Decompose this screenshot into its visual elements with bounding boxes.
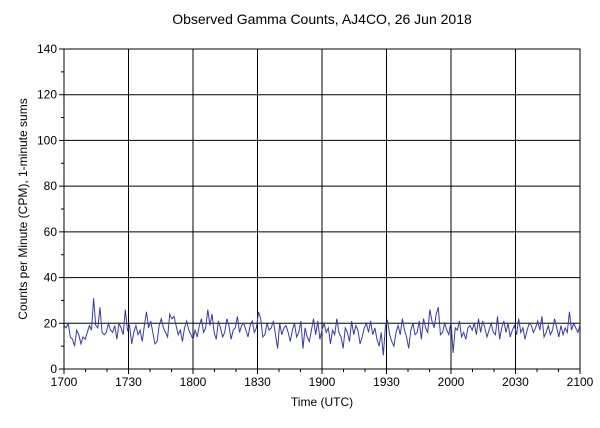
x-tick-label: 1900 bbox=[309, 375, 336, 389]
x-tick-label: 2030 bbox=[502, 375, 529, 389]
y-tick-label: 60 bbox=[44, 225, 58, 239]
x-axis: 1700 1730 1800 1830 1900 1930 2000 2030 2100 bbox=[51, 369, 594, 389]
y-tick-label: 0 bbox=[50, 362, 57, 376]
y-tick-label: 120 bbox=[37, 88, 57, 102]
series-line bbox=[63, 298, 581, 356]
chart-title: Observed Gamma Counts, AJ4CO, 26 Jun 201… bbox=[172, 11, 472, 27]
x-tick-label: 1830 bbox=[244, 375, 271, 389]
y-axis: 0 20 40 60 80 100 120 140 bbox=[37, 42, 64, 376]
y-axis-label: Counts per Minute (CPM), 1-minute sums bbox=[16, 98, 30, 319]
x-tick-label: 1730 bbox=[115, 375, 142, 389]
y-tick-label: 80 bbox=[44, 179, 58, 193]
x-tick-label: 1800 bbox=[180, 375, 207, 389]
x-tick-label: 1700 bbox=[51, 375, 78, 389]
y-tick-label: 20 bbox=[44, 316, 58, 330]
x-tick-label: 2100 bbox=[567, 375, 594, 389]
y-tick-label: 140 bbox=[37, 42, 57, 56]
y-tick-label: 40 bbox=[44, 271, 58, 285]
x-tick-label: 1930 bbox=[373, 375, 400, 389]
y-tick-label: 100 bbox=[37, 133, 57, 147]
grid bbox=[63, 48, 581, 370]
x-tick-label: 2000 bbox=[438, 375, 465, 389]
x-axis-label: Time (UTC) bbox=[291, 395, 353, 409]
